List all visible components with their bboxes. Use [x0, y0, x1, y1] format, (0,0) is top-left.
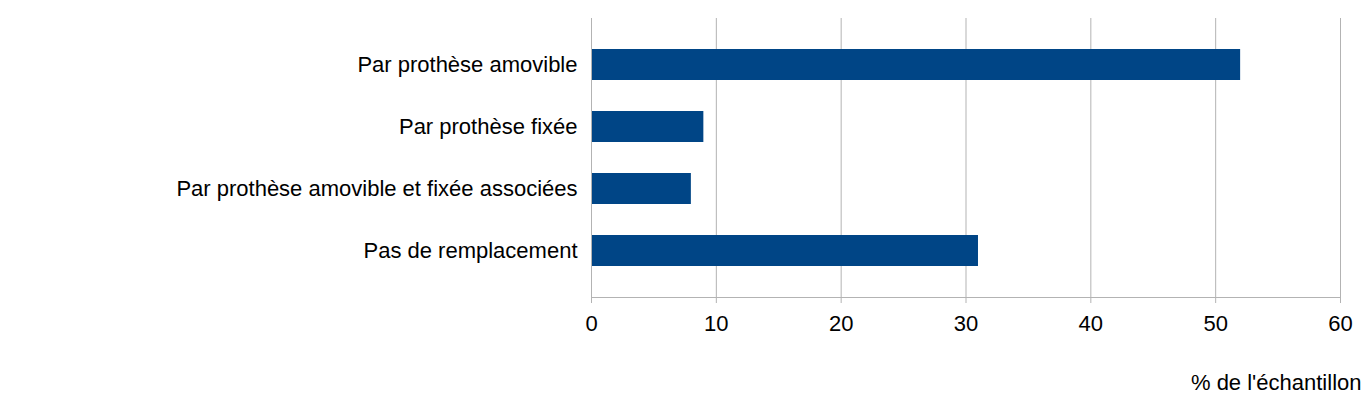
svg-text:0: 0 [585, 311, 597, 336]
svg-text:Par prothèse amovible: Par prothèse amovible [357, 52, 577, 77]
svg-text:Par prothèse amovible et fixée: Par prothèse amovible et fixée associées [176, 176, 577, 201]
svg-text:% de l'échantillon: % de l'échantillon [1191, 370, 1362, 394]
svg-text:60: 60 [1328, 311, 1352, 336]
svg-text:50: 50 [1203, 311, 1227, 336]
svg-text:40: 40 [1079, 311, 1103, 336]
svg-text:10: 10 [704, 311, 728, 336]
svg-text:20: 20 [829, 311, 853, 336]
svg-text:30: 30 [954, 311, 978, 336]
svg-text:Par prothèse fixée: Par prothèse fixée [399, 114, 578, 139]
svg-text:Pas de remplacement: Pas de remplacement [364, 238, 578, 263]
